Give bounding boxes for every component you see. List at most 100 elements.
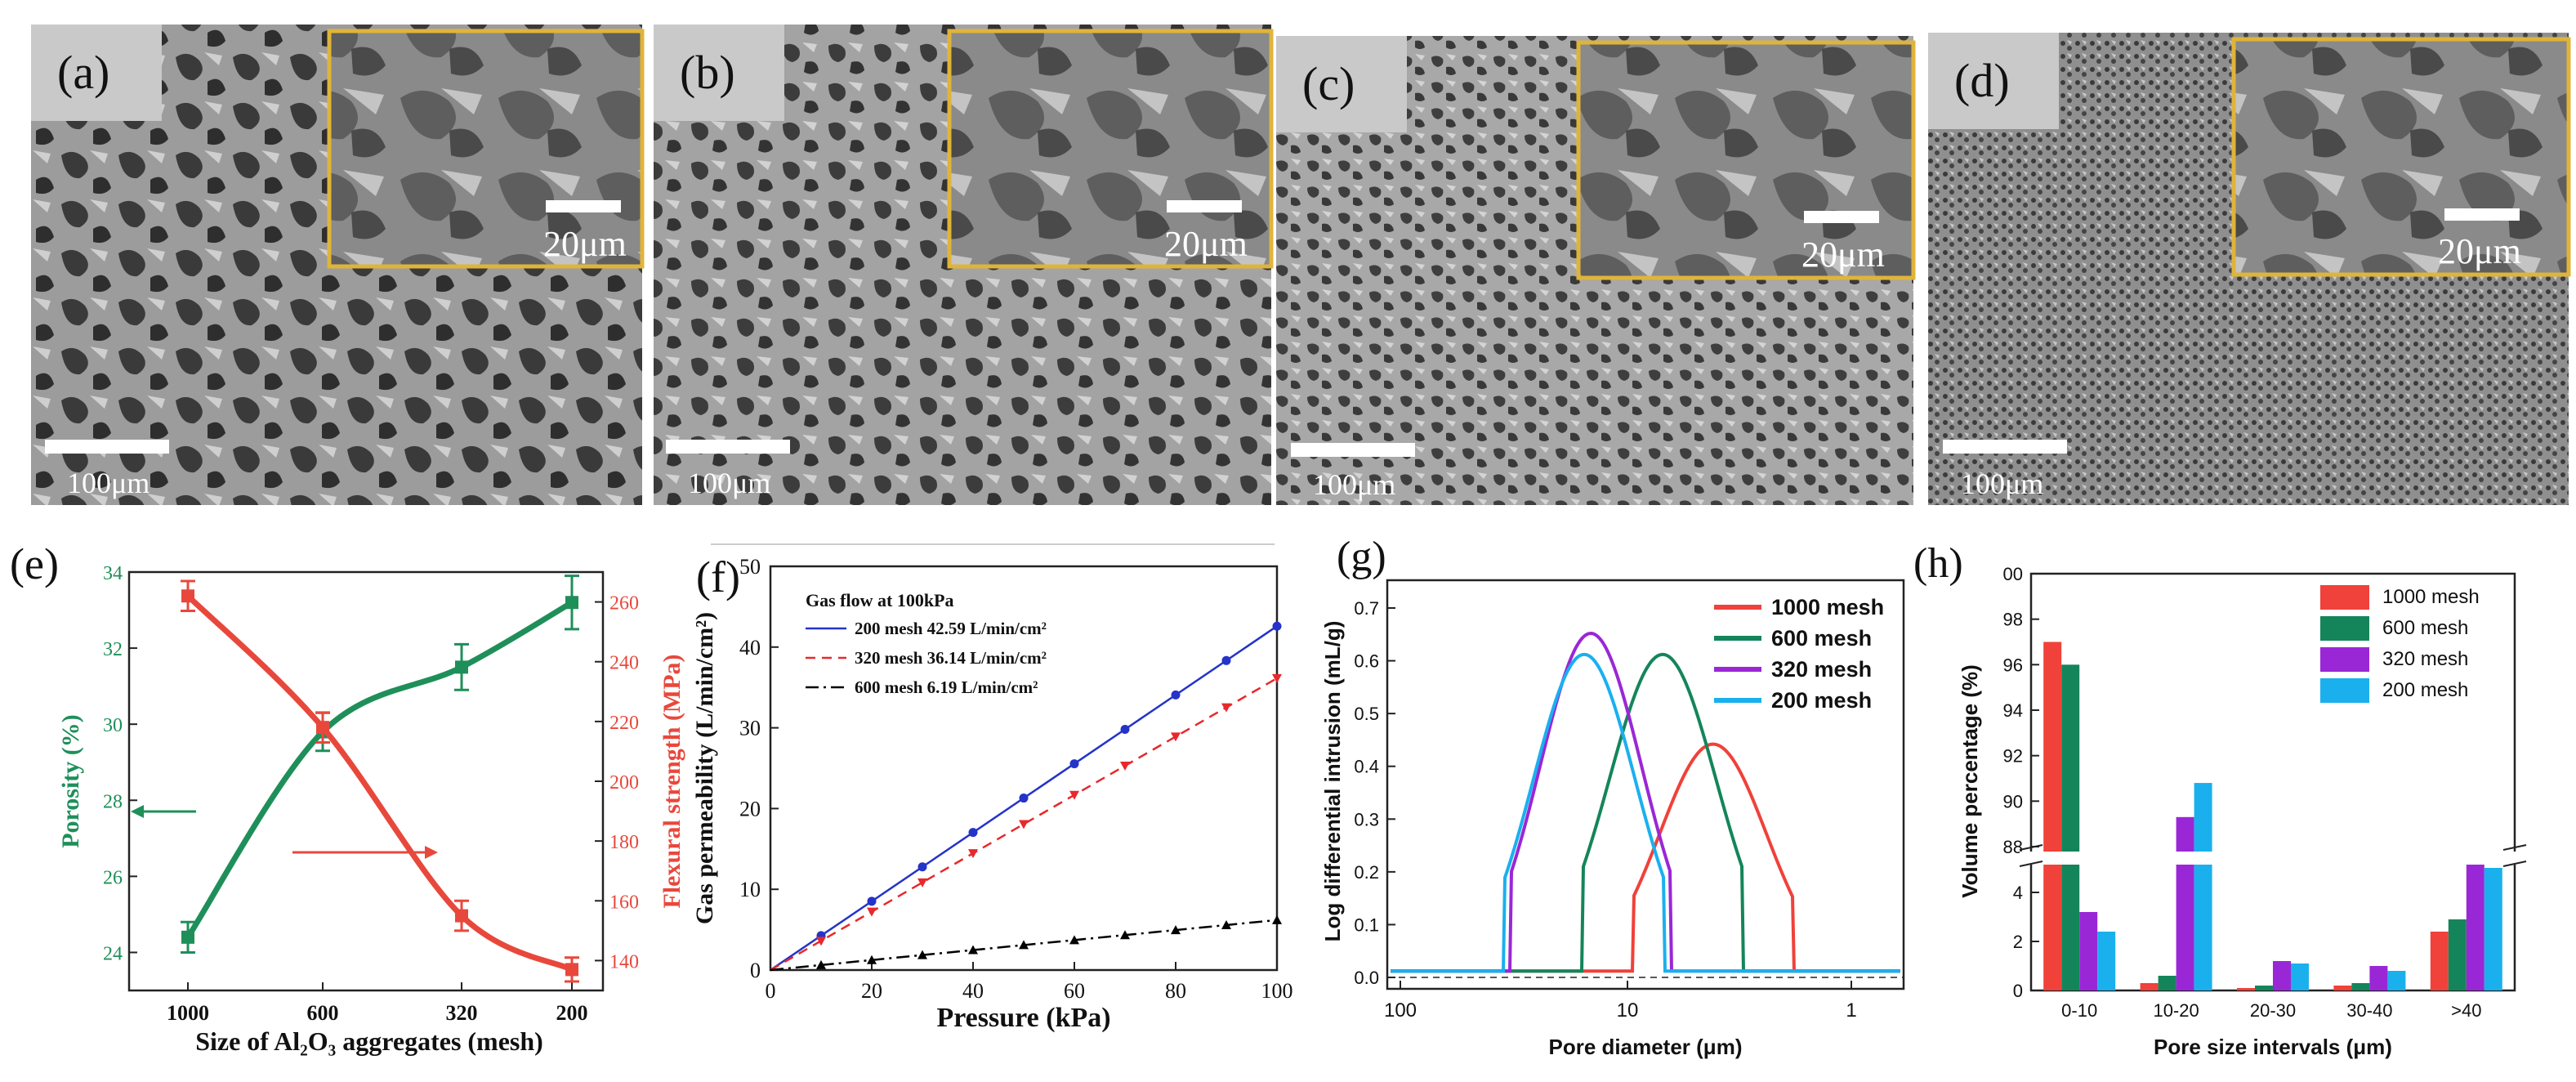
chart-h-axis-break <box>2020 852 2526 865</box>
chart-h-break-mark-left-bottom <box>2019 861 2043 867</box>
chart-f-point-2-8 <box>1171 925 1181 935</box>
chart-f-point-1-7 <box>1120 762 1130 771</box>
chart-h-axes: 0 2 4 88 90 92 94 96 98 00 0-10 10-20 20-30 30-40 >40 <box>2003 564 2482 1021</box>
inset-scale-label-d: 20μm <box>2438 231 2521 271</box>
scale-bar-a <box>45 440 169 454</box>
chart-e-ytick-left-label-3: 30 <box>103 715 123 736</box>
chart-f-axes: 0 20 40 60 80 100 0 10 20 30 40 50 <box>739 555 1293 1003</box>
panel-label-b: (b) <box>680 46 735 99</box>
chart-h-bar-3-4 <box>2484 868 2502 990</box>
chart-e-point-0-0 <box>181 930 194 944</box>
chart-g-legend-label-2: 320 mesh <box>1771 657 1872 682</box>
chart-h-bar-3-1 <box>2194 783 2212 990</box>
chart-e-ylabel-right: Flexural strength (MPa) <box>659 654 685 908</box>
chart-f-point-2-10 <box>1272 914 1282 924</box>
chart-g-ytick-label-1: 0.1 <box>1354 914 1379 935</box>
chart-g-ytick-label-7: 0.7 <box>1354 598 1379 619</box>
chart-h-xtick-label-2: 20-30 <box>2250 1000 2296 1021</box>
chart-h-bar-1-0 <box>2061 664 2080 990</box>
chart-g-axes: 100 10 1 0.0 0.1 0.2 0.3 0.4 0.5 0.6 0.7 <box>1354 598 1856 1022</box>
chart-f-point-2-6 <box>1069 935 1079 945</box>
chart-h-break-mark-right-top <box>2502 844 2527 851</box>
chart-g-ytick-label-0: 0.0 <box>1354 968 1379 988</box>
chart-f-point-1-4 <box>968 849 978 859</box>
chart-f-ylabel: Gas permeability (L/min/cm²) <box>691 612 718 924</box>
chart-e-point-1-2 <box>455 909 468 923</box>
chart-f-ytick-label-2: 20 <box>739 797 761 820</box>
chart-f-ytick-label-1: 10 <box>739 878 761 901</box>
chart-e-ytick-left-label-2: 28 <box>103 791 123 812</box>
chart-e-point-0-2 <box>455 660 468 674</box>
chart-h-break-mark-left-top <box>2019 844 2043 851</box>
chart-h-bar-1-1 <box>2158 976 2176 990</box>
inset-scale-label-a: 20μm <box>543 224 627 264</box>
chart-e-series-line-1 <box>185 593 574 972</box>
chart-f-xtick-label-2: 40 <box>962 979 984 1003</box>
chart-f-point-2-1 <box>816 959 826 969</box>
chart-g-series-line-2 <box>1391 631 1900 973</box>
scale-bar-b <box>666 440 790 454</box>
chart-f-xtick-label-3: 60 <box>1064 979 1085 1003</box>
inset-b <box>947 29 1274 269</box>
sem-panel-a: (a) 20μm 100μm <box>31 25 645 505</box>
chart-g-xtick-label-2: 1 <box>1846 999 1856 1022</box>
chart-h-bar-1-4 <box>2448 919 2467 990</box>
chart-h-bar-2-0 <box>2079 912 2098 990</box>
chart-f-point-0-8 <box>1171 690 1181 700</box>
chart-f-point-0-3 <box>917 862 927 872</box>
inset-c <box>1576 40 1916 280</box>
chart-h-xlabel: Pore size intervals (μm) <box>2154 1035 2392 1059</box>
chart-f-point-1-8 <box>1171 732 1181 742</box>
chart-f-point-1-10 <box>1272 673 1282 683</box>
chart-e-ytick-right-label-1: 160 <box>609 892 639 913</box>
chart-h-bar-0-2 <box>2237 988 2255 990</box>
chart-h-legend-swatch-3 <box>2320 678 2369 703</box>
inset-scale-bar-b <box>1167 200 1242 212</box>
chart-f-point-0-2 <box>867 896 877 906</box>
chart-f-xtick-label-0: 0 <box>766 979 776 1003</box>
panel-label-c: (c) <box>1302 57 1355 110</box>
chart-e-ytick-right-label-2: 180 <box>609 832 639 853</box>
inset-d <box>2231 37 2571 277</box>
chart-e-ytick-left-label-1: 26 <box>103 867 123 888</box>
chart-h-ytick-up-label-3: 94 <box>2003 700 2023 721</box>
chart-h-ytick-low-label-1: 2 <box>2013 932 2023 952</box>
chart-f-point-1-6 <box>1069 790 1079 800</box>
chart-e-ytick-right-label-4: 220 <box>609 713 639 734</box>
chart-f-point-0-5 <box>1019 794 1029 803</box>
chart-g-ytick-label-3: 0.3 <box>1354 809 1379 829</box>
chart-g-xtick-label-0: 100 <box>1384 999 1417 1022</box>
chart-h-xtick-label-0: 0-10 <box>2061 1000 2097 1021</box>
chart-h-bar-0-0 <box>2043 642 2062 990</box>
chart-f-ytick-label-3: 30 <box>739 717 761 740</box>
chart-f-point-1-9 <box>1221 703 1231 713</box>
scale-label-a: 100μm <box>67 467 150 499</box>
chart-f-point-2-9 <box>1221 919 1231 929</box>
chart-e-series-line-0 <box>185 600 574 939</box>
chart-e-point-1-3 <box>565 963 578 977</box>
chart-f-legend: 200 mesh 42.59 L/min/cm² 320 mesh 36.14 L… <box>806 619 1047 697</box>
scale-bar-c <box>1291 443 1415 457</box>
chart-h-bar-2-4 <box>2466 861 2484 990</box>
chart-g-frame <box>1386 579 1905 990</box>
panel-label-h: (h) <box>1913 540 1963 587</box>
chart-e-ytick-right-label-5: 240 <box>609 653 639 674</box>
chart-h-bar-2-3 <box>2369 966 2388 990</box>
chart-g-pore-distribution: (g) 100 10 1 0.0 0.1 0.2 0.3 0.4 0.5 0.6 0.7 1000 … <box>1320 534 1905 1059</box>
chart-h-ytick-low-label-0: 0 <box>2013 981 2023 1001</box>
chart-f-point-2-2 <box>867 955 877 964</box>
chart-f-legend-label-1: 320 mesh 36.14 L/min/cm² <box>855 648 1047 668</box>
chart-e-point-1-0 <box>181 589 194 603</box>
chart-g-series-line-3 <box>1391 652 1900 973</box>
chart-f-ytick-label-4: 40 <box>739 636 761 659</box>
chart-h-ytick-up-label-1: 90 <box>2003 791 2023 812</box>
chart-g-marks <box>1387 631 1904 978</box>
chart-g-ytick-label-6: 0.6 <box>1354 651 1379 672</box>
chart-h-bar-2-1 <box>2176 816 2194 990</box>
chart-h-bar-0-1 <box>2140 983 2159 990</box>
chart-f-ytick-label-5: 50 <box>739 555 761 579</box>
scale-label-c: 100μm <box>1313 468 1395 501</box>
chart-h-legend-label-2: 320 mesh <box>2382 648 2468 670</box>
chart-h-ytick-low-label-2: 4 <box>2013 883 2023 903</box>
chart-g-legend: 1000 mesh 600 mesh 320 mesh 200 mesh <box>1714 595 1884 713</box>
